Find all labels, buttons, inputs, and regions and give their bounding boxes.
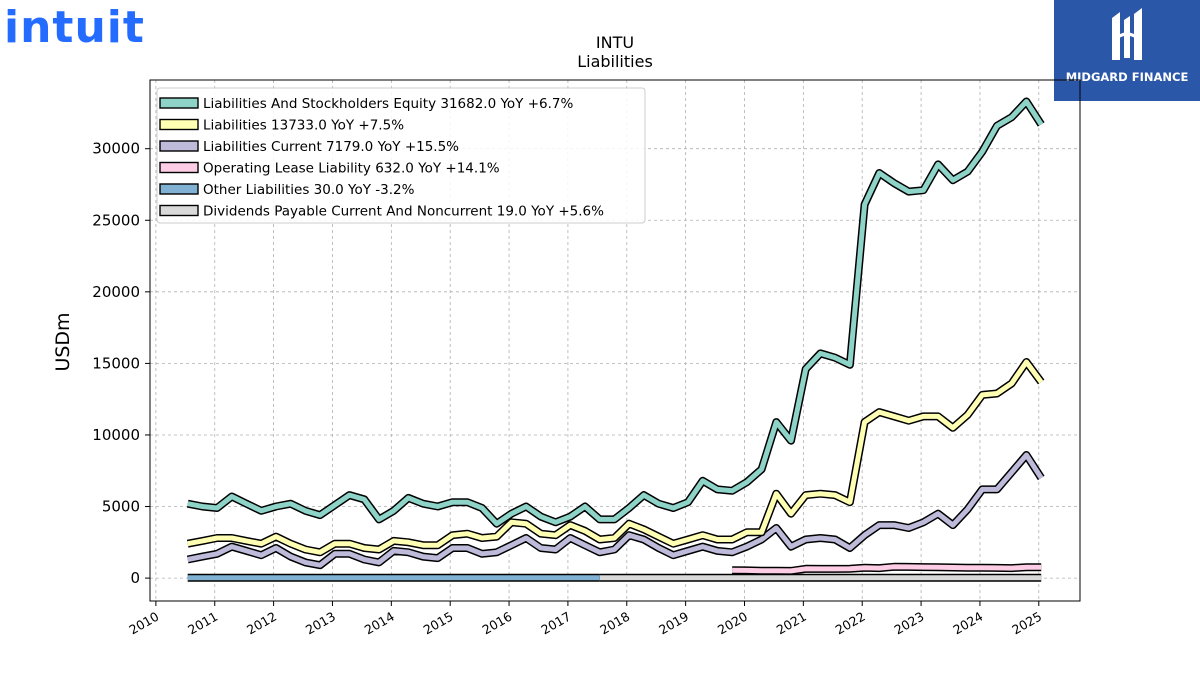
legend-label: Liabilities And Stockholders Equity 3168… [203, 96, 573, 112]
y-tick-label: 5000 [102, 498, 140, 516]
intuit-logo-text: intuit [4, 2, 145, 52]
x-tick-label: 2021 [774, 609, 809, 638]
x-tick-label: 2010 [126, 609, 161, 638]
x-tick-label: 2023 [892, 609, 927, 638]
x-tick-label: 2012 [244, 609, 279, 638]
x-tick-label: 2019 [656, 609, 691, 638]
x-tick-label: 2014 [362, 609, 397, 638]
legend-label: Other Liabilities 30.0 YoY -3.2% [203, 182, 415, 198]
plot-area-border [149, 79, 1081, 602]
x-tick-label: 2018 [597, 609, 632, 638]
midgard-emblem-icon [1112, 8, 1142, 60]
x-tick-label: 2024 [950, 609, 985, 638]
x-tick-label: 2016 [480, 609, 515, 638]
y-tick-label: 20000 [92, 283, 140, 301]
legend-swatch [159, 140, 199, 152]
y-axis-label: USDm [52, 312, 74, 371]
midgard-logo-text: MIDGARD FINANCE [1065, 70, 1189, 84]
chart-title: INTU [596, 33, 634, 52]
legend-label: Liabilities Current 7179.0 YoY +15.5% [203, 139, 459, 155]
legend-swatch [159, 161, 199, 174]
y-tick-label: 30000 [92, 140, 140, 158]
series-lines [186, 97, 1045, 582]
intuit-logo-graphic: intuit [4, 2, 145, 53]
legend-label: Operating Lease Liability 632.0 YoY +14.… [203, 161, 500, 177]
x-tick-label: 2020 [715, 609, 750, 638]
liabilities-current-line [187, 452, 1044, 568]
chart-subtitle: Liabilities [577, 52, 653, 71]
x-tick-label: 2025 [1009, 609, 1044, 638]
x-tick-label: 2022 [833, 609, 868, 638]
liabilities-and-stockholders-equity-line [187, 99, 1044, 527]
legend-swatch [159, 97, 199, 109]
legend-swatch [159, 118, 199, 131]
legend-label: Dividends Payable Current And Noncurrent… [203, 204, 604, 220]
y-tick-label: 0 [130, 569, 140, 587]
legend: Liabilities And Stockholders Equity 3168… [156, 87, 646, 224]
x-tick-label: 2015 [421, 609, 456, 638]
x-tick-label: 2013 [303, 609, 338, 638]
y-tick-label: 15000 [92, 354, 140, 372]
y-tick-label: 10000 [92, 426, 140, 444]
legend-box [156, 87, 646, 224]
x-tick-label: 2011 [185, 609, 220, 638]
midgard-finance-logo: MIDGARD FINANCE [1054, 0, 1200, 101]
legend-swatch [159, 183, 199, 195]
intuit-logo: intuit [4, 2, 154, 53]
y-tick-label: 25000 [92, 211, 140, 229]
operating-lease-liability-line [732, 564, 1042, 574]
legend-label: Liabilities 13733.0 YoY +7.5% [203, 118, 404, 134]
legend-swatch [159, 204, 199, 217]
liabilities-line [187, 359, 1044, 555]
x-tick-label: 2017 [538, 609, 573, 638]
